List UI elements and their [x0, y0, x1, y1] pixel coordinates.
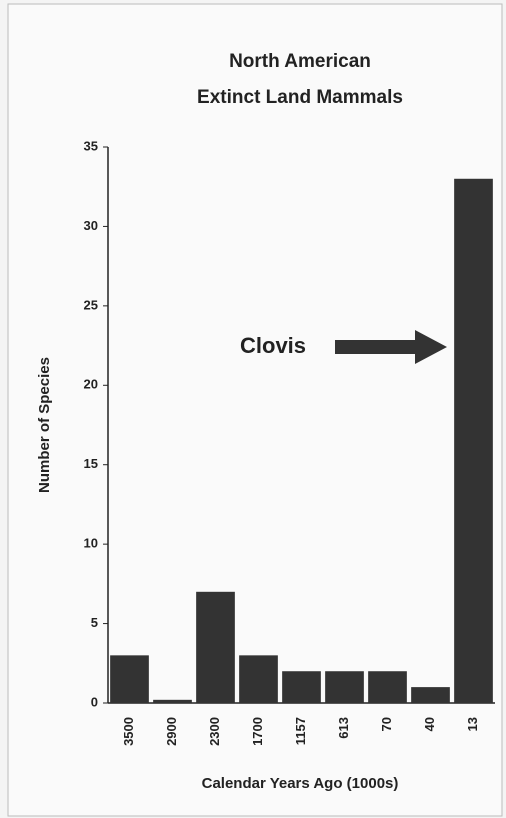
chart-title-line-2: Extinct Land Mammals [197, 87, 403, 108]
y-tick-label: 20 [84, 377, 98, 392]
annotation-arrow [335, 330, 447, 364]
chart-title-line-1: North American [229, 51, 371, 72]
bar [454, 178, 493, 703]
bar [282, 671, 321, 703]
x-axis-label: Calendar Years Ago (1000s) [202, 775, 399, 792]
x-tick-label: 3500 [121, 717, 136, 746]
x-tick-label: 2900 [164, 717, 179, 746]
x-tick-label: 1700 [250, 717, 265, 746]
y-tick-label: 5 [91, 615, 98, 630]
bar [411, 687, 450, 703]
y-tick-label: 0 [91, 694, 98, 709]
y-tick-label: 25 [84, 297, 98, 312]
x-tick-label: 70 [379, 717, 394, 731]
x-tick-label: 40 [422, 717, 437, 731]
bar [368, 671, 407, 703]
y-tick-label: 35 [84, 138, 98, 153]
annotation: Clovis [240, 333, 306, 358]
y-axis-label: Number of Species [36, 357, 53, 493]
y-tick-label: 10 [84, 536, 98, 551]
x-tick-label: 13 [465, 717, 480, 731]
y-tick-label: 15 [84, 456, 98, 471]
bar [153, 699, 192, 703]
bar [325, 671, 364, 703]
bar [196, 591, 235, 703]
x-tick-label: 613 [336, 717, 351, 739]
y-tick-label: 30 [84, 218, 98, 233]
bar [239, 655, 278, 703]
x-tick-label: 1157 [293, 717, 308, 745]
bar [110, 655, 149, 703]
x-tick-label: 2300 [207, 717, 222, 746]
